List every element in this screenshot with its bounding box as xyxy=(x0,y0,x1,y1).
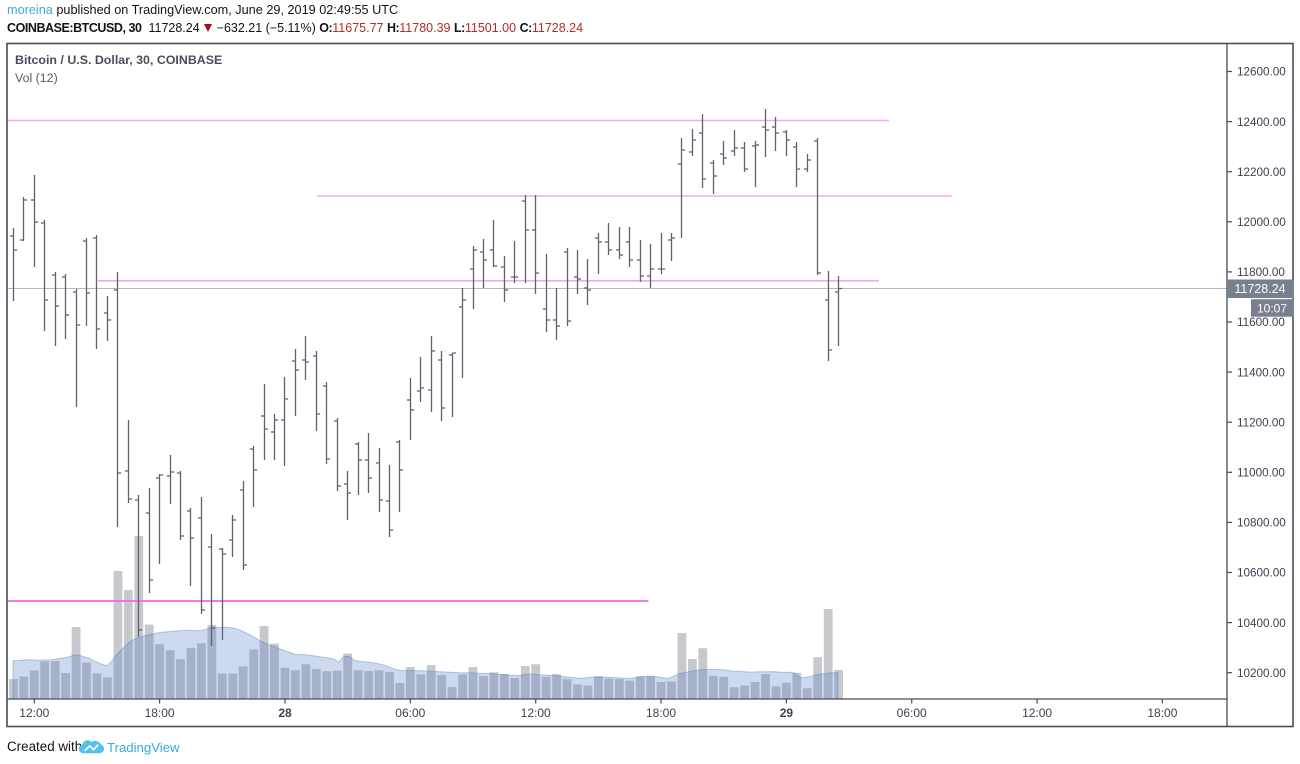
svg-text:06:00: 06:00 xyxy=(897,706,927,720)
svg-text:11800.00: 11800.00 xyxy=(1237,266,1285,279)
svg-text:10400.00: 10400.00 xyxy=(1237,617,1286,630)
svg-text:12200.00: 12200.00 xyxy=(1237,166,1286,179)
svg-text:10600.00: 10600.00 xyxy=(1237,567,1286,580)
svg-text:Bitcoin / U.S. Dollar, 30, COI: Bitcoin / U.S. Dollar, 30, COINBASE xyxy=(15,53,222,67)
svg-text:12:00: 12:00 xyxy=(1022,706,1052,720)
svg-text:28: 28 xyxy=(278,706,292,720)
svg-text:11728.24: 11728.24 xyxy=(1234,282,1285,296)
svg-text:Vol (12): Vol (12) xyxy=(15,71,58,85)
svg-text:18:00: 18:00 xyxy=(646,706,676,720)
svg-text:11200.00: 11200.00 xyxy=(1237,416,1285,429)
svg-text:11000.00: 11000.00 xyxy=(1237,467,1285,480)
svg-text:10200.00: 10200.00 xyxy=(1237,667,1286,680)
svg-text:10800.00: 10800.00 xyxy=(1237,517,1286,530)
svg-text:18:00: 18:00 xyxy=(1147,706,1177,720)
svg-text:06:00: 06:00 xyxy=(395,706,425,720)
svg-text:12400.00: 12400.00 xyxy=(1237,116,1286,129)
svg-text:12:00: 12:00 xyxy=(521,706,551,720)
svg-text:12600.00: 12600.00 xyxy=(1237,66,1286,79)
svg-text:29: 29 xyxy=(780,706,794,720)
svg-text:12:00: 12:00 xyxy=(19,706,49,720)
svg-text:18:00: 18:00 xyxy=(145,706,175,720)
svg-text:12000.00: 12000.00 xyxy=(1237,216,1286,229)
svg-text:11600.00: 11600.00 xyxy=(1237,316,1285,329)
svg-text:10:07: 10:07 xyxy=(1257,302,1287,316)
svg-text:11400.00: 11400.00 xyxy=(1237,366,1285,379)
